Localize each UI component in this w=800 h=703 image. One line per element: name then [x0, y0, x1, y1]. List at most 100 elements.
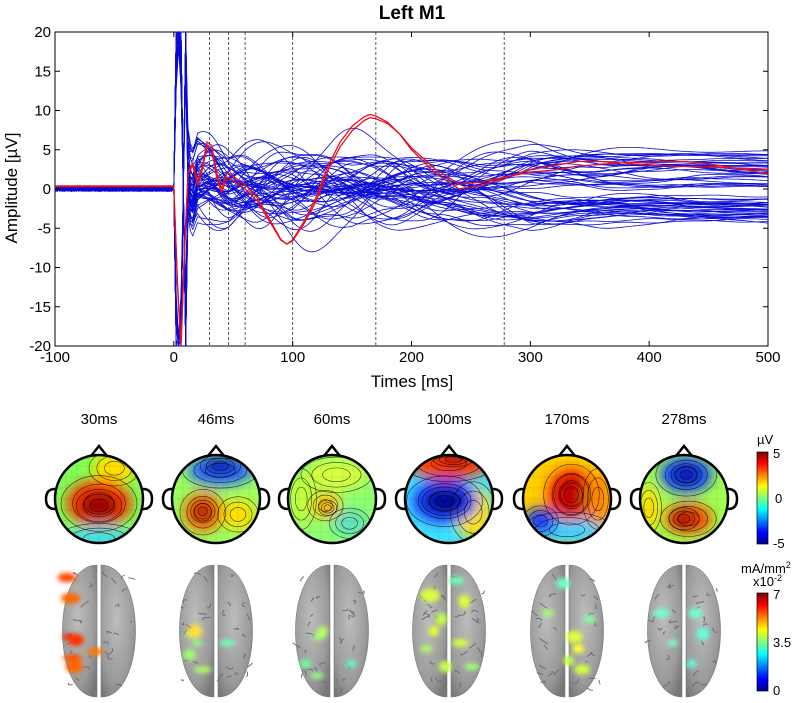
- topo-contour: [679, 470, 693, 480]
- right-ear-outline: [727, 487, 739, 511]
- gyrus-line: [692, 595, 698, 598]
- topo-contour: [417, 483, 472, 520]
- y-tick-label: 15: [34, 63, 51, 80]
- gyrus-line: [657, 627, 663, 631]
- activation-spot: [219, 639, 236, 647]
- x-ticks: -100 0 100 200 300 400 500: [40, 32, 781, 366]
- topo-blob: [584, 472, 611, 526]
- topo-contour: [668, 507, 700, 531]
- gyrus-line: [668, 583, 672, 589]
- colorbar-current-density-tick-mid: 3.5: [773, 635, 791, 650]
- gyrus-line: [454, 669, 461, 674]
- gyrus-line: [702, 623, 709, 627]
- gyrus-line: [234, 672, 239, 676]
- gyrus-line: [242, 633, 246, 638]
- topo-contour: [677, 514, 691, 524]
- gyrus-line: [481, 590, 486, 595]
- gyrus-line: [128, 577, 136, 580]
- activation-spot: [686, 659, 697, 668]
- topo-contour: [82, 494, 116, 518]
- topo-contour: [664, 459, 708, 490]
- gyrus-line: [668, 619, 678, 624]
- gyrus-line: [303, 650, 307, 654]
- gyrus-line: [351, 611, 356, 614]
- gyrus-line: [706, 592, 711, 596]
- topo-contour: [551, 473, 592, 517]
- gyrus-line: [440, 594, 447, 602]
- x-tick-label: 100: [280, 349, 305, 366]
- gyrus-line: [111, 578, 117, 584]
- gyrus-line: [192, 660, 198, 664]
- topo-contour: [322, 467, 351, 483]
- topo-contour: [318, 499, 333, 512]
- gyrus-line: [310, 597, 315, 603]
- topo-contour: [199, 455, 241, 478]
- left-ear-outline: [161, 487, 173, 511]
- topo-contour: [673, 510, 695, 527]
- gyrus-line: [539, 602, 548, 609]
- activation-spot: [563, 655, 575, 666]
- gyrus-line: [193, 572, 202, 576]
- topo-map: 170ms: [512, 411, 622, 545]
- brain-map: [57, 564, 136, 698]
- head-outline: [53, 453, 145, 545]
- topo-contour: [675, 466, 698, 483]
- activation-spot: [556, 578, 571, 589]
- right-hemisphere: [333, 564, 369, 698]
- left-ear-outline: [394, 487, 406, 511]
- topo-contour: [591, 486, 605, 512]
- colorbar-amplitude-tick-mid: 0: [775, 491, 782, 506]
- topo-contour: [82, 532, 116, 543]
- right-ear-outline: [610, 487, 622, 511]
- gyrus-line: [352, 600, 357, 605]
- right-hemisphere: [568, 564, 604, 698]
- topo-contour: [179, 489, 226, 536]
- activation-spot: [317, 626, 328, 636]
- topo-map: 278ms: [629, 411, 739, 545]
- gyrus-line: [104, 651, 109, 658]
- topo-contour: [60, 475, 138, 532]
- activation-spot: [652, 608, 670, 618]
- activation-spot: [310, 672, 324, 679]
- gyrus-line: [712, 660, 717, 664]
- activation-spot: [192, 639, 203, 646]
- gyrus-line: [198, 612, 207, 615]
- topo-contour: [89, 498, 109, 513]
- colorbar-amplitude-unit: µV: [757, 432, 773, 447]
- gyrus-line: [222, 609, 226, 616]
- activation-spot: [193, 666, 212, 673]
- topo-contour: [75, 489, 123, 523]
- gyrus-line: [586, 687, 594, 691]
- right-ear-outline: [259, 487, 271, 511]
- colorbar-amplitude-gradient: [756, 451, 769, 545]
- topo-map-label: 100ms: [426, 411, 471, 428]
- x-axis-label: Times [ms]: [371, 372, 453, 391]
- y-tick-label: 20: [34, 24, 51, 41]
- gyrus-line: [306, 668, 314, 672]
- activation-spot: [420, 645, 433, 653]
- brain-map: [644, 564, 721, 698]
- gyrus-line: [292, 642, 301, 649]
- gyrus-line: [247, 662, 253, 668]
- topo-map: 30ms: [44, 411, 154, 545]
- topo-contour: [229, 507, 247, 522]
- nose-outline: [90, 443, 108, 457]
- right-ear-outline: [492, 487, 504, 511]
- topo-contour: [104, 460, 125, 476]
- gyrus-line: [421, 614, 431, 621]
- colorbar-amplitude: µV 5 0 -5: [756, 432, 785, 551]
- head-outline: [521, 453, 613, 545]
- head-outline: [286, 453, 378, 545]
- gyrus-line: [113, 632, 119, 636]
- topo-contour: [307, 490, 344, 522]
- gyrus-line: [712, 627, 718, 633]
- gyrus-line: [79, 620, 83, 624]
- gyrus-line: [536, 672, 544, 676]
- gyrus-line: [70, 650, 73, 655]
- topo-contour: [548, 522, 586, 538]
- head-outline: [638, 453, 730, 545]
- gyrus-line: [480, 651, 483, 658]
- gyrus-line: [573, 678, 580, 685]
- gyrus-line: [475, 618, 480, 624]
- gyrus-line: [120, 574, 125, 580]
